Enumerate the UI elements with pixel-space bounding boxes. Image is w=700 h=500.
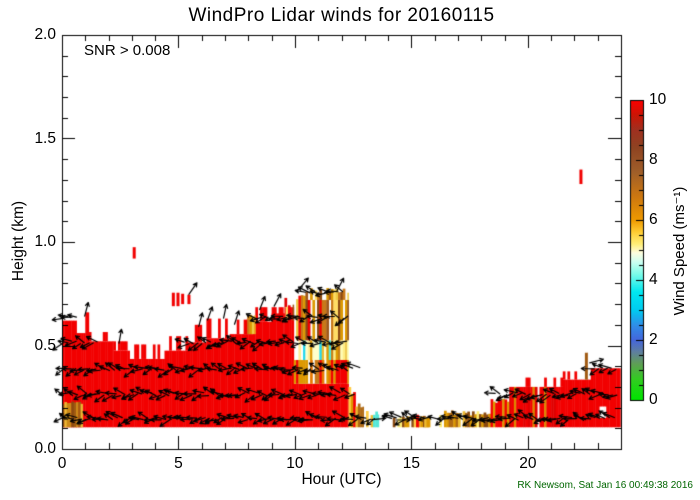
colorbar-label: Wind Speed (ms⁻¹) [671, 186, 688, 316]
x-tick-label-20: 20 [519, 455, 537, 472]
colorbar-tick-label-0: 0 [649, 391, 658, 408]
colorbar-tick-label-2: 2 [649, 331, 658, 348]
x-axis-label: Hour (UTC) [301, 471, 382, 488]
page-title: WindPro Lidar winds for 20160115 [188, 5, 495, 26]
x-tick-label-0: 0 [57, 455, 67, 472]
x-tick-label-10: 10 [286, 455, 304, 472]
snr-annotation: SNR > 0.008 [84, 42, 171, 59]
x-tick-label-15: 15 [402, 455, 420, 472]
y-tick-label-2.0: 2.0 [34, 26, 56, 43]
colorbar-tick-label-10: 10 [649, 91, 667, 108]
x-tick-label-5: 5 [174, 455, 183, 472]
colorbar-tick-label-6: 6 [649, 211, 658, 228]
y-tick-label-1.0: 1.0 [34, 233, 56, 250]
y-tick-label-1.5: 1.5 [34, 129, 56, 147]
y-tick-label-0.5: 0.5 [34, 336, 56, 354]
y-tick-label-0.0: 0.0 [34, 440, 56, 457]
colorbar-tick-label-8: 8 [649, 151, 658, 168]
colorbar-tick-label-4: 4 [649, 271, 658, 288]
credit-text: RK Newsom, Sat Jan 16 00:49:38 2016 [517, 480, 693, 491]
